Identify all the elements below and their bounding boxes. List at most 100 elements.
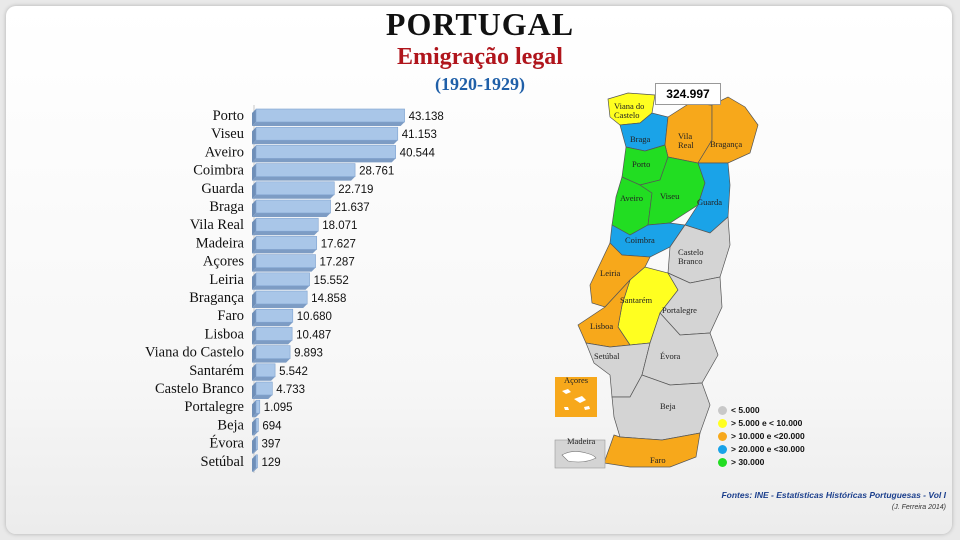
legend-item: > 5.000 e < 10.000 bbox=[718, 417, 805, 430]
bar-side bbox=[252, 418, 256, 436]
bar-bottom bbox=[252, 358, 291, 363]
district-label-guarda: Guarda bbox=[697, 197, 722, 207]
bar-bottom bbox=[252, 194, 335, 199]
value-label: 10.487 bbox=[296, 329, 331, 341]
district-label-aveiro: Aveiro bbox=[620, 193, 643, 203]
district-label-coimbra: Coimbra bbox=[625, 235, 655, 245]
category-label: Braga bbox=[209, 199, 244, 215]
bar bbox=[255, 126, 399, 141]
district-faro bbox=[603, 432, 701, 468]
district-label-lisboa: Lisboa bbox=[590, 321, 613, 331]
bar bbox=[255, 436, 258, 450]
category-label: Beja bbox=[217, 417, 244, 433]
bar-bottom bbox=[252, 449, 258, 454]
value-label: 10.680 bbox=[297, 311, 332, 323]
bar-side bbox=[252, 181, 256, 199]
bar-side bbox=[252, 327, 256, 345]
value-label: 28.761 bbox=[359, 166, 394, 178]
legend-item: < 5.000 bbox=[718, 404, 805, 417]
bar bbox=[255, 363, 276, 378]
district-label-braga: Braga bbox=[630, 134, 651, 144]
district-label-porto: Porto bbox=[632, 159, 650, 169]
value-label: 40.544 bbox=[400, 147, 436, 159]
value-label: 1.095 bbox=[264, 402, 293, 414]
district-label-setubal: Setúbal bbox=[594, 351, 620, 361]
bar bbox=[255, 272, 310, 287]
district-label-castelobranco: Castelo Branco bbox=[678, 247, 704, 266]
category-label: Portalegre bbox=[184, 399, 244, 415]
category-label: Leiria bbox=[209, 272, 244, 288]
bar-side bbox=[252, 309, 256, 327]
district-label-braganca: Bragança bbox=[710, 139, 742, 149]
legend-item: > 30.000 bbox=[718, 456, 805, 469]
bar bbox=[255, 454, 258, 469]
category-label: Évora bbox=[209, 435, 244, 452]
district-label-viseu: Viseu bbox=[660, 191, 680, 201]
bar-side bbox=[252, 454, 256, 472]
value-label: 5.542 bbox=[279, 366, 308, 378]
legend-label: > 10.000 e <20.000 bbox=[731, 431, 805, 441]
value-label: 129 bbox=[262, 457, 281, 469]
bar bbox=[255, 399, 261, 414]
bar-side bbox=[252, 163, 256, 181]
bar-side bbox=[252, 363, 256, 381]
bar-bottom bbox=[252, 158, 396, 163]
legend-swatch bbox=[718, 432, 727, 442]
bar bbox=[255, 308, 294, 323]
bar-bottom bbox=[252, 431, 259, 436]
bar-bottom bbox=[252, 267, 316, 272]
bar-bottom bbox=[252, 340, 293, 345]
madeira-island-icon bbox=[561, 451, 597, 463]
district-label-vilareal: Vila Real bbox=[678, 131, 694, 150]
bar-bottom bbox=[252, 322, 293, 327]
legend-swatch bbox=[718, 406, 727, 416]
legend-swatch bbox=[718, 458, 727, 468]
bar bbox=[255, 163, 356, 177]
bar-bottom bbox=[252, 467, 258, 472]
value-label: 694 bbox=[262, 420, 282, 432]
district-label-evora: Évora bbox=[660, 351, 681, 361]
value-label: 17.287 bbox=[320, 257, 355, 269]
value-label: 4.733 bbox=[276, 384, 305, 396]
bar-chart: Porto 43.138 Viseu 41.153 Aveiro 40.544 Coimbr… bbox=[145, 105, 444, 473]
credit-note: (J. Ferreira 2014) bbox=[891, 504, 946, 511]
category-label: Açores bbox=[203, 254, 244, 270]
bar-side bbox=[252, 254, 256, 272]
bar bbox=[255, 217, 319, 232]
category-label: Santarém bbox=[189, 363, 244, 379]
bar-bottom bbox=[252, 122, 405, 126]
bar-bottom bbox=[252, 304, 308, 308]
district-label-acores: Açores bbox=[564, 375, 588, 385]
category-label: Guarda bbox=[201, 181, 244, 197]
bar bbox=[255, 327, 293, 341]
portugal-map: Viana do Castelo Braga Vila Real Bragança Port… bbox=[554, 92, 759, 469]
legend-swatch bbox=[718, 445, 727, 455]
value-label: 43.138 bbox=[409, 111, 444, 123]
bar bbox=[255, 108, 405, 123]
legend-swatch bbox=[718, 419, 727, 429]
page-subtitle: Emigração legal bbox=[397, 44, 563, 70]
bar bbox=[255, 236, 318, 250]
bar-side bbox=[252, 400, 256, 418]
district-label-faro: Faro bbox=[650, 455, 666, 465]
bar-side bbox=[252, 436, 256, 454]
bar-side bbox=[252, 345, 256, 363]
bar-side bbox=[252, 236, 256, 254]
acores-islands-icon bbox=[562, 389, 590, 410]
bar bbox=[255, 290, 308, 305]
category-label: Vila Real bbox=[190, 217, 244, 233]
bar-side bbox=[252, 109, 256, 126]
district-braganca bbox=[689, 96, 759, 164]
district-label-viana: Viana do Castelo bbox=[614, 101, 644, 120]
bar-bottom bbox=[252, 395, 273, 399]
district-label-madeira: Madeira bbox=[567, 436, 596, 446]
bar bbox=[255, 199, 331, 214]
legend-item: > 10.000 e <20.000 bbox=[718, 430, 805, 443]
bar-bottom bbox=[252, 285, 310, 290]
category-label: Coimbra bbox=[193, 163, 244, 179]
district-label-portalegre: Portalegre bbox=[662, 305, 697, 315]
legend-label: < 5.000 bbox=[731, 405, 760, 415]
period-label: (1920-1929) bbox=[435, 74, 525, 94]
source-note: Fontes: INE - Estatísticas Históricas Po… bbox=[721, 490, 946, 500]
bar bbox=[255, 254, 316, 268]
